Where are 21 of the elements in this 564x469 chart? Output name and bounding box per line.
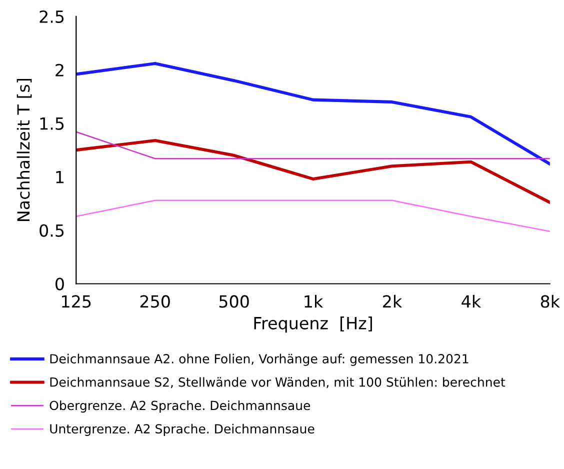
y-tick-label: 2 (56, 64, 64, 76)
legend-label: Untergrenze. A2 Sprache. Deichmannsaue (50, 424, 314, 436)
y-tick-label: 2.5 (40, 10, 64, 23)
y-axis-title: Nachhallzeit T [s] (16, 78, 32, 221)
legend-label: Obergrenze. A2 Sprache. Deichmannsaue (50, 400, 310, 413)
y-tick-label: 1.5 (40, 118, 64, 130)
x-tick-label: 500 (219, 295, 249, 308)
y-tick-label: 0 (56, 278, 64, 290)
legend-label: Deichmannsaue S2, Stellwände vor Wänden, mit 100 Stühlen: berechnet (50, 377, 506, 388)
x-tick-label: 8k (540, 294, 560, 308)
x-tick-label: 2k (383, 294, 402, 308)
x-tick-label: 125 (62, 295, 91, 308)
y-tick-label: 1 (56, 170, 64, 184)
y-tick-label: 0.5 (40, 224, 64, 237)
line-series (76, 138, 550, 204)
line-series (76, 62, 550, 166)
x-tick-label: 250 (140, 295, 170, 308)
x-axis-title: Frequenz [Hz] (254, 316, 372, 333)
x-tick-label: 4k (462, 294, 482, 308)
legend-label: Deichmannsaue A2. ohne Folien, Vorhänge auf: gemessen 10.2021 (50, 354, 468, 366)
x-tick-label: 1k (304, 294, 324, 308)
